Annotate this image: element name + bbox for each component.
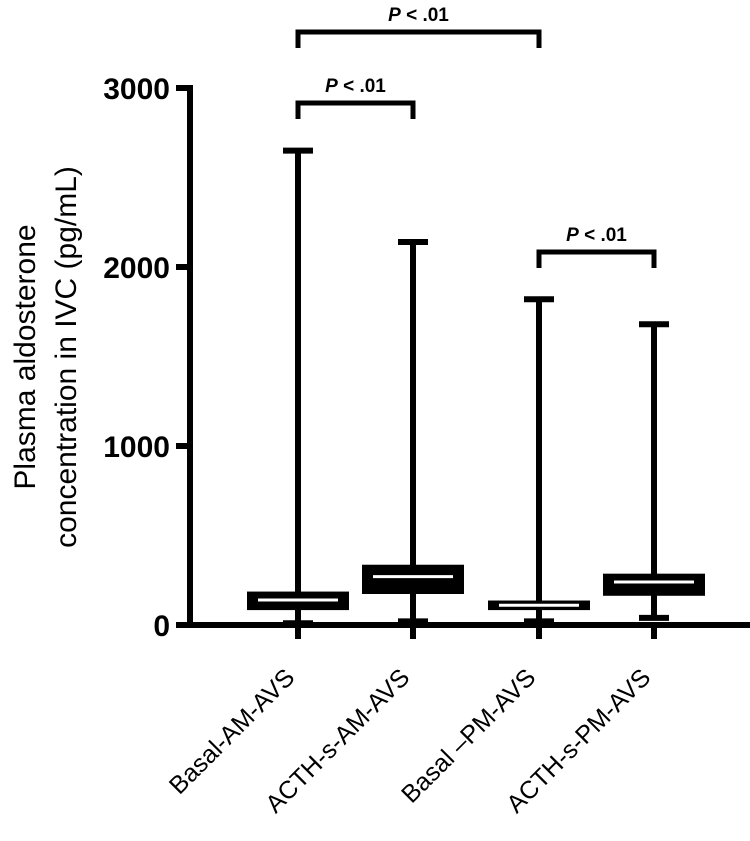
significance-label: P < .01 <box>325 76 386 97</box>
box-iqr <box>362 564 464 594</box>
significance-label: P < .01 <box>566 225 627 246</box>
y-axis-title-line-1: Plasma aldosterone <box>9 224 42 489</box>
box-iqr <box>603 573 705 596</box>
y-tick-label: 2000 <box>103 252 170 285</box>
significance-label: P < .01 <box>388 5 449 26</box>
y-tick-label: 1000 <box>103 431 170 464</box>
significance-bracket <box>295 100 416 119</box>
significance-bracket <box>295 29 542 48</box>
y-tick-label: 0 <box>153 610 170 643</box>
significance-bracket <box>536 249 657 268</box>
y-tick-label: 3000 <box>103 73 170 106</box>
y-axis-title-line-2: concentration in IVC (pg/mL) <box>50 166 83 548</box>
